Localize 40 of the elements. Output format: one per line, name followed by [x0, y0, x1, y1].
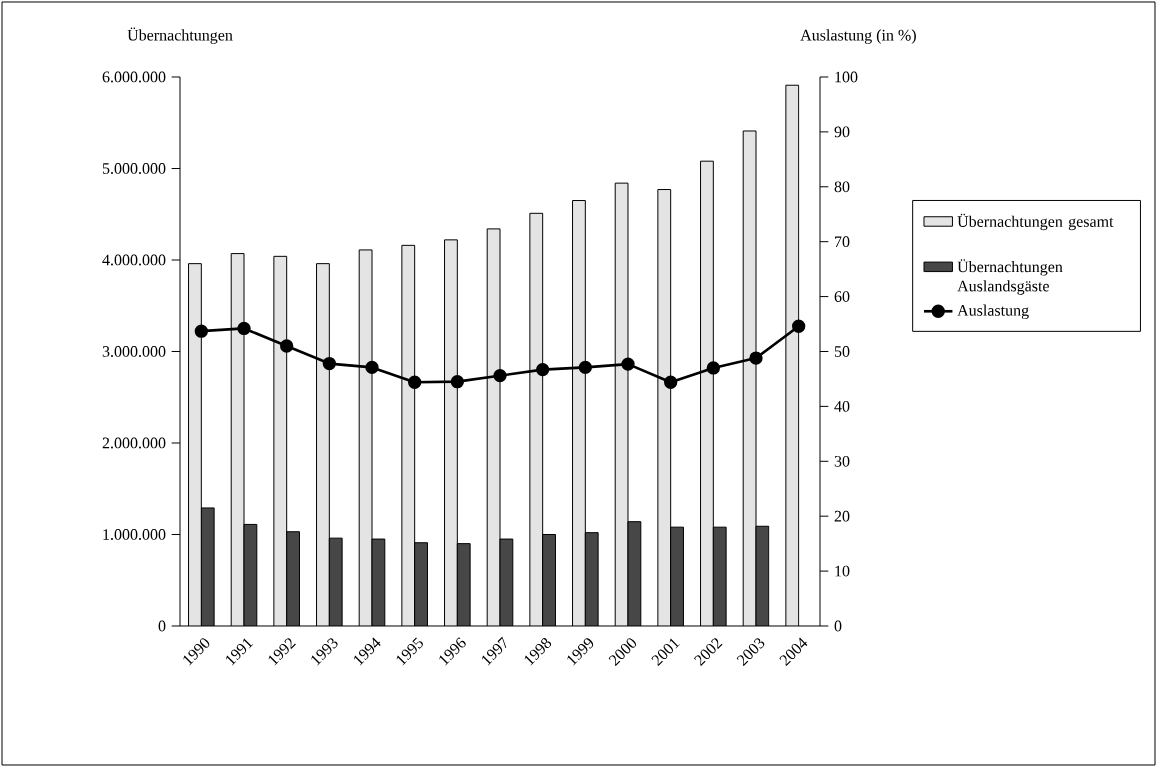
point: [493, 368, 507, 383]
legend-label: Auslastung: [957, 304, 1029, 320]
y-tick-label: 4.000.000: [102, 254, 166, 266]
point: [194, 324, 209, 338]
point: [664, 375, 678, 389]
y-tick-label: 1.000.000: [103, 529, 166, 540]
point: [450, 375, 465, 389]
y-tick-label: 0: [158, 620, 166, 632]
legend-label: Übernachtungen Auslandsgäste: [957, 259, 1063, 295]
y2-tick-label: 10: [835, 565, 850, 577]
y-tick-label: 2.000.000: [102, 437, 166, 449]
y2-tick-label: 20: [834, 510, 850, 522]
point: [322, 356, 337, 371]
x-tick-label: 1992: [268, 638, 296, 666]
y2-tick-label: 80: [834, 181, 850, 193]
y2-axis-title: Auslastung (in %): [800, 29, 916, 44]
y-tick-label: 5.000.000: [102, 163, 166, 174]
point: [749, 351, 763, 365]
y-axis-title: Übernachtungen: [127, 27, 233, 44]
point: [365, 360, 379, 375]
point: [621, 357, 635, 371]
y2-tick-label: 40: [834, 400, 850, 412]
point: [408, 375, 422, 389]
point: [536, 362, 550, 377]
point: [578, 360, 593, 375]
x-tick-label: 1998: [524, 638, 552, 666]
point: [237, 321, 251, 336]
point: [791, 319, 806, 333]
y2-tick-label: 60: [834, 291, 850, 302]
y-tick-label: 3.000.000: [102, 346, 166, 357]
y-tick-label: 6.000.000: [102, 71, 166, 83]
y2-tick-label: 30: [834, 455, 850, 467]
y2-tick-label: 90: [834, 126, 850, 138]
y2-tick-label: 50: [834, 346, 850, 357]
y2-tick-label: 70: [835, 236, 850, 248]
legend-label: Übernachtungen gesamt: [957, 213, 1114, 231]
y2-tick-label: 100: [835, 71, 858, 83]
point: [280, 339, 294, 353]
point: [706, 361, 721, 375]
y2-tick-label: 0: [834, 620, 842, 632]
